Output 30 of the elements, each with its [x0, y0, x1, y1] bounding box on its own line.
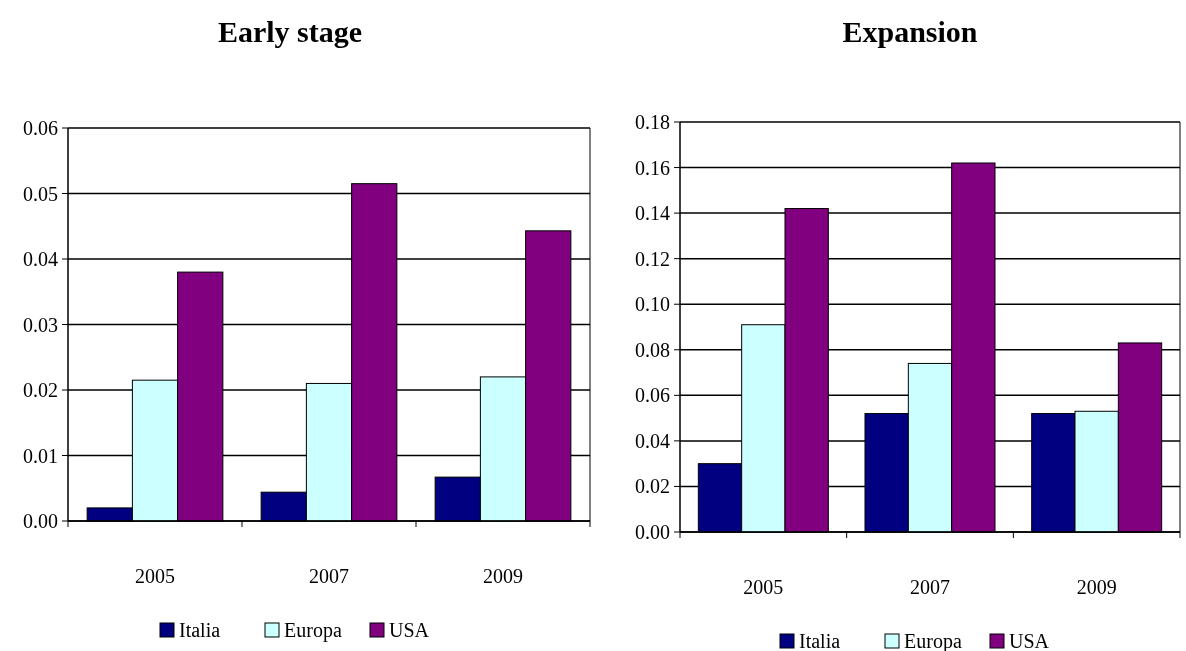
y-tick-label: 0.16 [635, 156, 670, 179]
legend-label: Europa [284, 619, 342, 642]
legend-label: Italia [799, 630, 841, 651]
y-tick-label: 0.00 [635, 521, 670, 543]
y-tick-label: 0.03 [23, 313, 58, 336]
y-tick-label: 0.06 [23, 117, 58, 139]
y-tick-label: 0.02 [635, 475, 670, 498]
chart-title: Expansion [842, 15, 978, 48]
y-tick-label: 0.08 [635, 338, 670, 361]
y-tick-label: 0.04 [635, 429, 670, 452]
chart-title: Early stage [217, 15, 363, 48]
y-tick-label: 0.18 [635, 111, 670, 133]
x-tick-label: 2009 [1076, 576, 1117, 598]
x-tick-label: 2009 [483, 565, 523, 587]
y-tick-label: 0.05 [23, 182, 58, 205]
y-tick-label: 0.01 [23, 444, 58, 467]
y-tick-label: 0.04 [23, 248, 58, 270]
y-tick-label: 0.00 [23, 510, 58, 532]
x-tick-label: 2005 [135, 565, 175, 587]
y-tick-label: 0.14 [635, 202, 670, 225]
y-tick-label: 0.06 [635, 384, 670, 407]
y-tick-label: 0.10 [635, 293, 670, 316]
x-tick-label: 2005 [743, 576, 784, 598]
x-tick-label: 2007 [910, 576, 950, 598]
legend-label: USA [1009, 630, 1050, 651]
legend-label: Italia [179, 619, 221, 641]
y-tick-label: 0.02 [23, 379, 58, 401]
y-tick-label: 0.12 [635, 247, 670, 270]
legend-label: USA [389, 619, 430, 641]
x-tick-label: 2007 [309, 565, 349, 587]
